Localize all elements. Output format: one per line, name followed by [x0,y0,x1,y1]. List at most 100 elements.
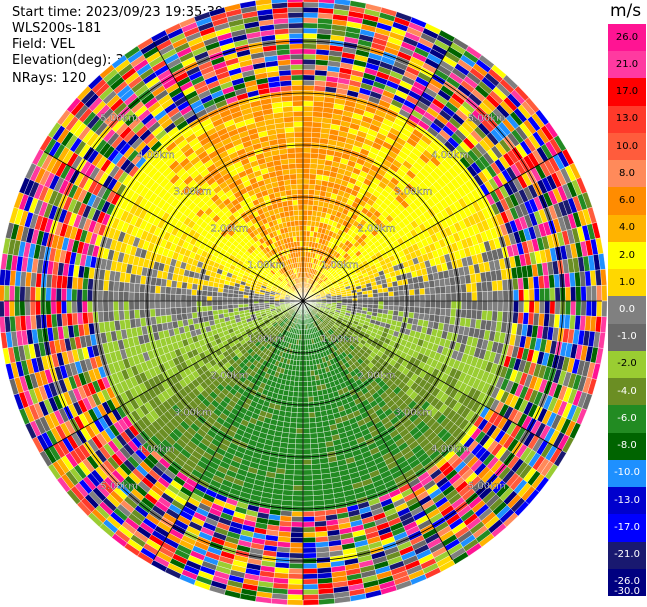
velocity-gate [302,516,315,523]
velocity-gate [288,432,297,439]
velocity-gate [306,220,312,227]
velocity-gate [311,137,321,144]
velocity-gate [378,300,384,306]
velocity-gate [309,432,318,439]
velocity-gate [292,495,304,502]
velocity-gate [311,458,321,465]
velocity-gate [307,386,313,393]
velocity-gate [357,300,363,305]
velocity-gate [424,307,431,315]
velocity-gate [313,499,325,507]
velocity-gate [377,304,384,310]
velocity-gate [295,443,304,450]
velocity-gate [393,300,400,307]
velocity-gate [302,173,310,180]
velocity-gate [487,300,493,312]
velocity-gate [285,406,293,413]
velocity-gate [302,391,309,398]
velocity-gate [291,516,304,523]
velocity-gate [302,43,317,50]
velocity-gate [288,563,304,569]
velocity-gate [492,300,499,312]
velocity-gate [302,105,314,112]
velocity-gate [470,309,478,320]
velocity-gate [307,215,313,221]
velocity-gate [302,147,312,154]
velocity-gate [302,511,315,517]
velocity-gate [414,294,421,302]
velocity-gate [313,494,325,502]
velocity-gate [287,589,304,595]
velocity-gate [294,464,304,471]
velocity-gate [465,283,472,293]
velocity-gate [292,485,304,491]
velocity-gate [302,443,311,450]
velocity-gate [491,310,498,322]
velocity-gate [302,74,315,81]
velocity-gate [302,235,307,242]
start-time-label: Start time: 2023/09/23 19:35:39 [12,5,224,20]
velocity-gate [513,300,519,313]
velocity-gate [293,381,299,387]
velocity-gate [491,280,498,292]
velocity-gate [362,300,369,305]
velocity-gate [591,300,597,317]
velocity-gate [302,17,318,24]
velocity-gate [302,464,312,471]
velocity-gate [430,293,436,302]
velocity-gate [302,85,315,91]
velocity-gate [419,288,426,296]
velocity-gate [302,131,312,138]
velocity-gate [429,307,436,316]
velocity-gate [518,300,525,313]
velocity-gate [296,412,304,419]
velocity-gate [302,417,310,424]
velocity-gate [302,22,318,29]
velocity-gate [291,521,304,528]
velocity-gate [302,438,311,445]
velocity-gate [295,438,304,445]
velocity-gate [383,296,389,302]
velocity-gate [430,300,436,309]
velocity-gate [461,292,467,302]
velocity-gate [311,468,322,476]
velocity-gate [414,306,420,314]
velocity-gate [501,279,509,291]
velocity-gate [302,121,313,128]
velocity-gate [296,417,304,424]
velocity-gate [281,494,293,502]
velocity-gate [549,287,556,302]
velocity-gate [408,289,415,296]
velocity-gate [315,179,323,186]
velocity-gate [393,305,400,312]
velocity-gate [481,310,488,321]
velocity-gate [298,370,304,377]
velocity-gate [302,209,308,216]
velocity-gate [465,309,472,319]
velocity-gate [307,391,314,398]
velocity-gate [311,463,321,470]
velocity-gate [302,220,308,226]
velocity-gate [408,283,415,291]
velocity-gate [315,416,323,423]
velocity-gate [298,381,304,387]
velocity-gate [308,412,316,418]
velocity-gate [544,300,551,315]
velocity-gate [302,7,319,13]
velocity-gate [311,132,321,139]
velocity-gate [482,291,488,302]
velocity-gate [309,365,315,371]
velocity-gate [290,526,304,533]
velocity-gate [293,480,304,486]
velocity-gate [377,288,384,294]
velocity-gate [305,344,309,351]
velocity-gate [302,225,308,232]
velocity-gate [388,305,395,311]
velocity-gate [302,469,313,476]
nrays-label: NRays: 120 [12,71,87,86]
velocity-gate [450,284,457,294]
velocity-gate [291,406,298,413]
velocity-gate [312,484,323,491]
velocity-gate [312,479,323,486]
velocity-gate [513,289,519,302]
